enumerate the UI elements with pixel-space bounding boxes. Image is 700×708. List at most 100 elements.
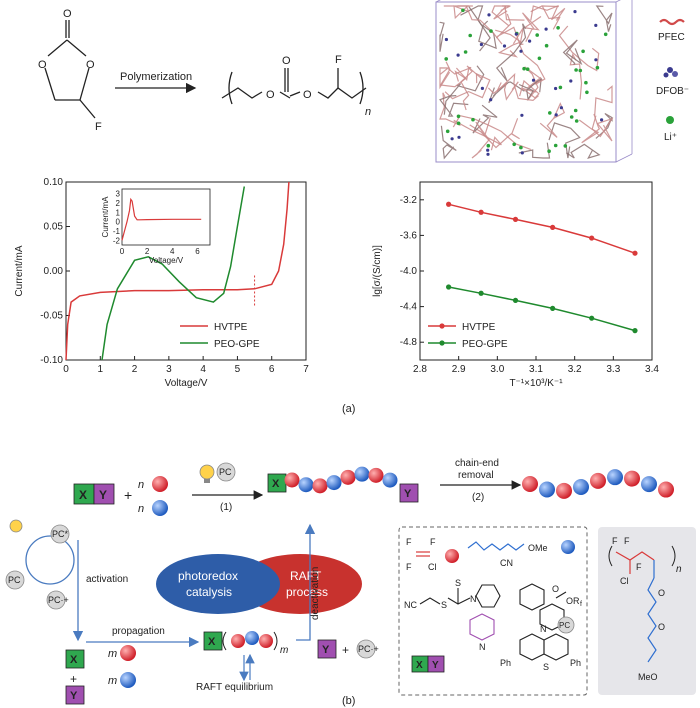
md-li-ion: [471, 117, 475, 122]
data-point: [632, 328, 638, 334]
cta-nc: NC: [404, 600, 417, 610]
md-chain: [439, 92, 461, 126]
md-chain: [595, 5, 613, 32]
cycle-bulb-icon: [9, 519, 23, 533]
step1-label: (1): [220, 502, 232, 513]
md-chain: [457, 5, 503, 45]
md-li-ion: [519, 145, 523, 150]
data-point: [512, 216, 519, 222]
md-chain: [594, 85, 613, 116]
propagation-label: propagation: [112, 626, 165, 637]
md-chain: [518, 142, 551, 159]
product-meo: MeO: [638, 672, 658, 682]
svg-text:PC: PC: [559, 621, 570, 630]
x-tick-label: 6: [269, 364, 275, 375]
x-tick-label: 5: [235, 364, 241, 375]
md-dfob-anion: [531, 78, 536, 82]
y-tick-label: 0.00: [44, 266, 64, 277]
legend-label: HVTPE: [462, 322, 496, 333]
vinyl-ether-ome: OMe: [528, 543, 548, 553]
data-point: [550, 224, 556, 230]
md-chain: [495, 23, 527, 82]
pc-ph-left: Ph: [500, 658, 511, 668]
cycle-arc: [25, 535, 75, 585]
md-li-ion: [563, 144, 568, 148]
md-chain: [472, 104, 498, 134]
catalytic-cycle: PC* PC PC·+ activation: [5, 519, 128, 642]
svg-text:X: X: [79, 488, 87, 502]
md-li-ion: [535, 33, 539, 37]
ctfe-f1: F: [406, 537, 412, 547]
x-tick-label: 2: [132, 364, 138, 375]
step2-label: (2): [472, 492, 484, 503]
monomer-blue-ball: [152, 500, 168, 516]
md-chain: [453, 119, 502, 151]
md-dfob-anion: [479, 42, 483, 47]
md-dfob-anion: [559, 106, 564, 110]
md-chain: [548, 122, 581, 159]
inset-y-tick-label: 2: [116, 199, 121, 208]
reaction-scheme: O O O F Polymerization O O O F n: [38, 8, 371, 133]
md-dfob-anion: [520, 151, 524, 155]
svg-text:PC: PC: [219, 467, 232, 477]
pc-orf-sub: f: [580, 601, 582, 608]
md-li-ion: [556, 26, 560, 30]
pc-orf: OR: [566, 596, 580, 606]
inset-y-tick-label: 3: [116, 190, 121, 199]
md-simulation-box: [435, 0, 633, 163]
dormant-chain: X m: [203, 631, 288, 656]
vinyl-ether-ball: [561, 540, 575, 554]
md-dfob-anion: [486, 148, 490, 152]
y-tick-label: -3.2: [400, 195, 418, 206]
md-li-ion: [468, 33, 473, 38]
chain2-ball: [658, 481, 674, 498]
md-chain: [487, 81, 519, 101]
lsv-chart: 0 1 2 3 4 5 6 7-0.10-0.050.000.050.10Voltage/VC…: [14, 177, 309, 389]
chain2-ball: [556, 482, 572, 499]
polymerization-label: Polymerization: [120, 71, 192, 83]
md-li-ion: [547, 149, 551, 153]
md-chain: [496, 72, 539, 102]
md-li-ion: [595, 65, 600, 70]
y-tick-label: -4.0: [400, 266, 418, 277]
pc-label-box: PC: [557, 616, 575, 634]
inset-y-tick-label: 0: [116, 218, 121, 227]
polymer-chain-2: [522, 469, 674, 499]
md-chain: [439, 95, 469, 117]
data-point: [550, 305, 556, 311]
md-chain: [530, 5, 561, 30]
md-li-ion: [574, 68, 578, 72]
chain2-ball: [573, 478, 589, 495]
product-f2: F: [624, 536, 630, 546]
caption-a: (a): [342, 403, 355, 415]
series-line-peo-gpe: [101, 186, 246, 361]
md-li-ion: [489, 29, 493, 33]
chain2-ball: [607, 469, 623, 486]
md-dfob-anion: [489, 98, 493, 102]
chain1-ball: [382, 472, 398, 488]
y-tick-label: 0.05: [44, 222, 64, 233]
md-chain: [565, 143, 601, 159]
md-li-ion: [445, 129, 450, 134]
md-dfob-anion: [573, 10, 577, 14]
legend-pfec: PFEC: [658, 18, 685, 43]
plus-1: +: [124, 487, 132, 503]
svg-text:X: X: [416, 660, 423, 671]
chain2-ball: [590, 472, 606, 489]
photoredox-label-1: photoredox: [178, 569, 238, 583]
legend-marker: [439, 323, 445, 329]
md-li-ion: [585, 90, 589, 95]
md-li-ion: [456, 121, 461, 126]
ctfe-f2: F: [430, 537, 436, 547]
light-bulb-icon: [199, 464, 215, 483]
md-dfob-anion: [502, 44, 507, 48]
chain1-ball: [284, 472, 300, 488]
chain1-ball: [368, 467, 384, 483]
pc-star: PC*: [50, 524, 70, 544]
md-polymer-chains: [439, 4, 614, 160]
x-tick-label: 7: [303, 364, 309, 375]
md-chain: [569, 52, 583, 100]
svg-text:DFOB⁻: DFOB⁻: [656, 86, 689, 97]
md-li-ion: [544, 43, 549, 48]
chain1-y-label: Y: [404, 488, 412, 500]
